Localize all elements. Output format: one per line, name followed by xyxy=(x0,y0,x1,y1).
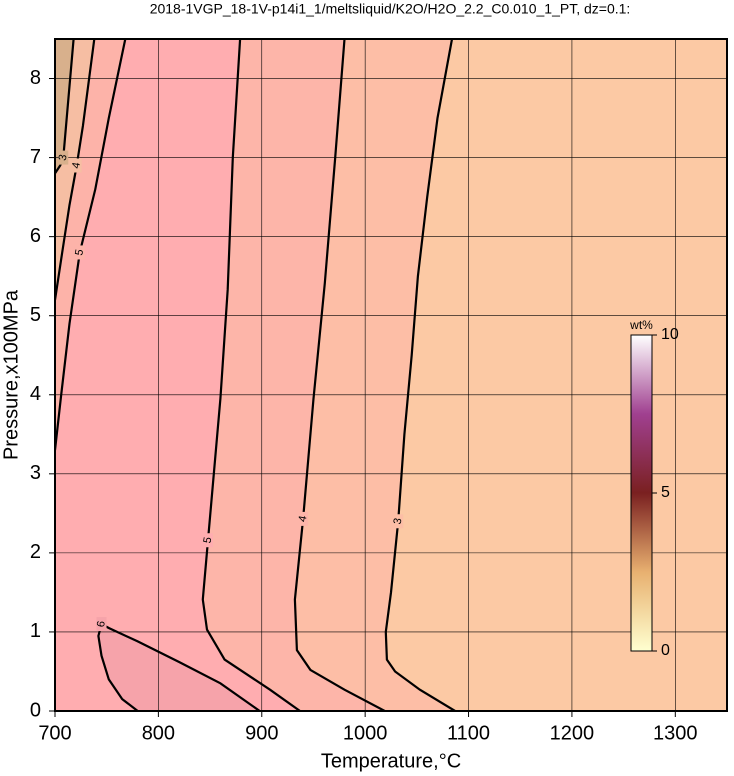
contour-label: 4 xyxy=(297,515,310,523)
y-tick-label: 0 xyxy=(30,699,41,721)
y-axis-label: Pressure,x100MPa xyxy=(0,289,22,460)
x-tick-label: 800 xyxy=(142,722,175,744)
contour-label-bg xyxy=(96,617,107,632)
x-tick-label: 1300 xyxy=(653,722,698,744)
x-tick-label: 1000 xyxy=(343,722,388,744)
y-tick-label: 7 xyxy=(30,146,41,168)
y-tick-label: 3 xyxy=(30,462,41,484)
x-tick-label: 900 xyxy=(245,722,278,744)
contour-label-bg xyxy=(393,514,404,529)
y-tick-label: 1 xyxy=(30,620,41,642)
contour-line xyxy=(55,39,96,301)
contour-fill xyxy=(98,624,260,711)
colorbar-tick-label: 10 xyxy=(661,326,679,343)
y-tick-label: 8 xyxy=(30,67,41,89)
y-tick-label: 6 xyxy=(30,225,41,247)
colorbar-tick-label: 0 xyxy=(661,642,670,659)
contour-label: 3 xyxy=(57,154,70,162)
contour-label-bg xyxy=(71,158,82,173)
colorbar-label: wt% xyxy=(629,318,653,332)
contour-label: 6 xyxy=(95,620,108,628)
x-tick-label: 1200 xyxy=(550,722,595,744)
contour-label-bg xyxy=(298,511,309,526)
contour-label-bg xyxy=(203,533,214,548)
x-axis-label: Temperature,°C xyxy=(321,750,461,772)
chart-title: 2018-1VGP_18-1V-p14i1_1/meltsliquid/K2O/… xyxy=(150,1,631,17)
colorbar xyxy=(630,334,653,652)
y-tick-label: 2 xyxy=(30,541,41,563)
contour-label: 5 xyxy=(201,536,214,544)
contour-label: 4 xyxy=(70,161,83,169)
colorbar-tick-label: 5 xyxy=(661,484,670,501)
x-tick-label: 700 xyxy=(38,722,71,744)
contour-label-bg xyxy=(74,245,85,260)
y-tick-label: 5 xyxy=(30,304,41,326)
x-tick-label: 1100 xyxy=(447,722,490,744)
contour-fill xyxy=(55,39,301,711)
contour-fill xyxy=(55,39,74,174)
contour-label: 5 xyxy=(73,248,86,256)
contour-label: 3 xyxy=(392,517,405,525)
axes: 700 800 900 1000 1100 1200 1300012345678wt%051… xyxy=(30,38,728,744)
contour-line xyxy=(201,39,301,711)
y-tick-label: 4 xyxy=(30,383,41,405)
contour-label-bg xyxy=(58,150,69,165)
contour-line xyxy=(293,39,386,711)
plot-frame xyxy=(54,38,728,712)
